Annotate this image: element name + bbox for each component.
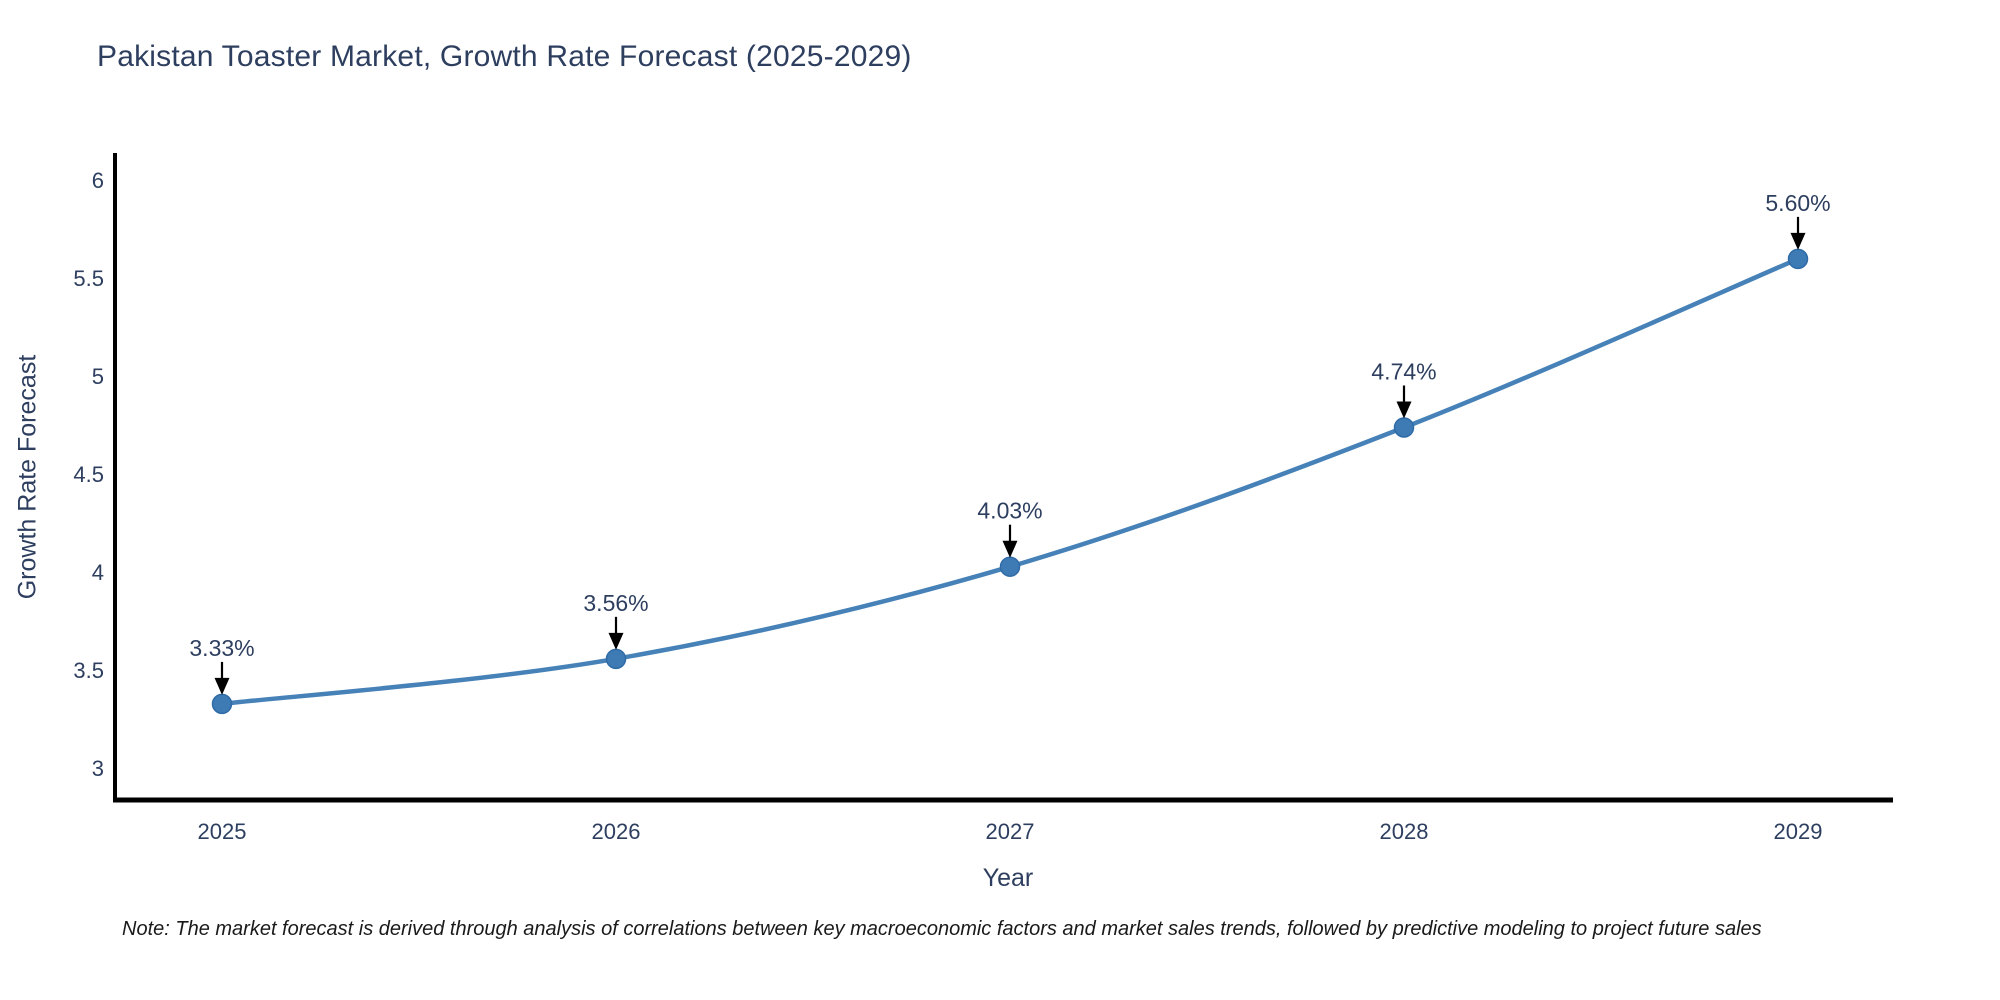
footnote: Note: The market forecast is derived thr… xyxy=(122,918,1762,940)
y-tick-label: 3.5 xyxy=(73,658,104,683)
annotation-label: 3.33% xyxy=(189,635,254,661)
annotation-arrowhead-icon xyxy=(214,677,230,695)
annotation-label: 3.56% xyxy=(583,590,648,616)
chart-title: Pakistan Toaster Market, Growth Rate For… xyxy=(97,40,912,73)
x-tick-label: 2026 xyxy=(592,819,641,844)
y-tick-label: 4.5 xyxy=(73,462,104,487)
annotation-label: 5.60% xyxy=(1765,190,1830,216)
annotation-arrowhead-icon xyxy=(1396,401,1412,419)
annotation-label: 4.74% xyxy=(1371,358,1436,384)
y-tick-label: 5.5 xyxy=(73,266,104,291)
annotation-arrowhead-icon xyxy=(1002,540,1018,558)
y-tick-label: 3 xyxy=(92,756,104,781)
data-point-marker xyxy=(211,693,233,715)
data-point-marker xyxy=(999,556,1021,577)
x-tick-label: 2027 xyxy=(986,819,1035,844)
data-point-marker xyxy=(605,648,627,670)
x-tick-label: 2029 xyxy=(1774,819,1823,844)
series-line xyxy=(219,256,1801,707)
annotation-arrowhead-icon xyxy=(608,632,624,650)
x-tick-label: 2028 xyxy=(1380,819,1429,844)
annotation-label: 4.03% xyxy=(977,498,1042,524)
y-tick-label: 4 xyxy=(92,560,104,585)
y-tick-label: 5 xyxy=(92,364,104,389)
data-point-marker xyxy=(1787,248,1809,270)
data-point-marker xyxy=(1393,417,1415,438)
annotation-arrowhead-icon xyxy=(1790,232,1806,250)
y-tick-label: 6 xyxy=(92,168,104,193)
x-tick-label: 2025 xyxy=(198,819,247,844)
x-axis-title: Year xyxy=(982,864,1034,892)
